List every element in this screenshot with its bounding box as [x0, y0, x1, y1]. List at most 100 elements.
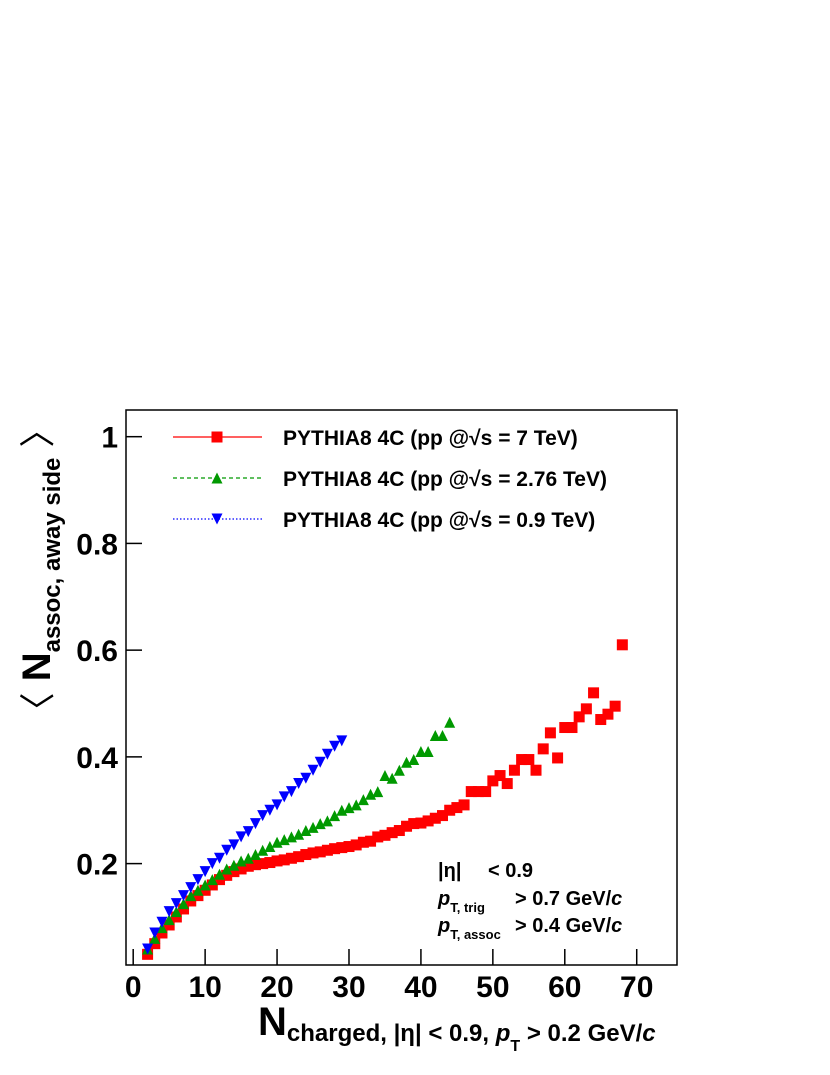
legend-label: PYTHIA8 4C (pp @√s = 0.9 TeV) — [283, 509, 595, 532]
marker — [437, 810, 449, 822]
marker — [336, 735, 348, 747]
marker — [206, 858, 218, 870]
marker — [192, 874, 204, 886]
marker — [566, 722, 578, 734]
annotation-p: p — [437, 915, 450, 937]
marker — [415, 817, 427, 829]
marker — [472, 786, 484, 798]
x-tick-label: 30 — [332, 971, 365, 1004]
marker — [242, 852, 254, 864]
marker — [192, 884, 204, 896]
marker — [257, 844, 269, 856]
x-tick-label: 50 — [476, 971, 509, 1004]
marker — [480, 786, 492, 798]
x-axis-title: Ncharged, |η| < 0.9, pT > 0.2 GeV/c — [258, 1000, 656, 1055]
marker — [314, 756, 326, 768]
x-tick-label: 70 — [620, 971, 653, 1004]
marker — [530, 764, 542, 776]
plot-frame — [125, 409, 678, 966]
marker — [257, 810, 269, 822]
y-tick-label: 0.4 — [76, 742, 118, 775]
marker — [408, 818, 420, 830]
marker — [357, 836, 369, 848]
annotation-text: > 0.7 GeV/c — [515, 888, 622, 910]
marker — [559, 722, 571, 734]
y-tick-label: 0.2 — [76, 849, 118, 882]
marker — [357, 794, 369, 806]
marker — [235, 863, 247, 875]
marker — [552, 752, 564, 764]
marker — [343, 841, 355, 853]
y-title-main: N — [15, 652, 59, 692]
marker — [516, 754, 528, 766]
marker — [321, 748, 333, 760]
annotation: |η| < 0.9 pT, trig > 0.7 GeV/c pT, assoc… — [437, 860, 622, 942]
annotation-text: pT, trig — [437, 888, 485, 915]
marker — [544, 727, 556, 739]
marker — [249, 818, 261, 830]
marker — [242, 826, 254, 838]
marker — [307, 821, 319, 833]
marker — [163, 914, 175, 926]
marker — [300, 772, 312, 784]
marker — [300, 849, 312, 861]
marker — [616, 639, 628, 651]
marker — [494, 770, 506, 782]
y-title-open: 〈 — [17, 692, 58, 728]
y-tick-label: 1 — [101, 422, 118, 455]
marker — [372, 831, 384, 843]
marker — [271, 799, 283, 811]
marker — [321, 844, 333, 856]
annotation-sub: T, trig — [450, 900, 485, 915]
annotation-value: > 0.4 GeV/ — [515, 915, 612, 937]
marker — [242, 860, 254, 872]
annotation-c: c — [611, 915, 622, 937]
y-tick-label: 0.8 — [76, 528, 118, 561]
x-title-rest: > 0.2 GeV/ — [520, 1020, 642, 1047]
marker — [285, 852, 297, 864]
marker — [386, 827, 398, 839]
annotation-text: pT, assoc — [437, 915, 501, 942]
marker — [307, 847, 319, 859]
marker — [350, 839, 362, 851]
marker — [444, 804, 456, 816]
marker — [329, 740, 341, 752]
marker — [386, 772, 398, 784]
marker — [211, 431, 223, 443]
marker — [393, 764, 405, 776]
annotation-value: > 0.7 GeV/ — [515, 888, 612, 910]
marker — [211, 513, 223, 525]
marker — [235, 831, 247, 843]
marker — [228, 839, 240, 851]
x-title-sub: charged, |η| < 0.9, — [287, 1020, 496, 1047]
marker — [588, 687, 600, 699]
marker — [350, 799, 362, 811]
marker — [573, 711, 585, 723]
x-tick-label: 0 — [125, 971, 142, 1004]
marker — [170, 906, 182, 918]
marker — [429, 730, 441, 742]
marker — [429, 812, 441, 824]
annotation-sub: T, assoc — [450, 927, 501, 942]
marker — [314, 846, 326, 858]
marker — [185, 882, 197, 894]
y-title-sub: assoc, away side — [39, 458, 66, 653]
marker — [221, 844, 233, 856]
y-title-close: 〉 — [17, 412, 58, 458]
y-tick-label: 0.6 — [76, 635, 118, 668]
marker — [264, 841, 276, 853]
x-title-t: T — [510, 1038, 520, 1055]
marker — [487, 775, 499, 787]
marker — [537, 743, 549, 755]
marker — [422, 746, 434, 758]
x-tick-label: 40 — [404, 971, 437, 1004]
marker — [278, 791, 290, 803]
marker — [285, 786, 297, 798]
marker — [365, 835, 377, 847]
marker — [199, 866, 211, 878]
marker — [329, 810, 341, 822]
marker — [393, 825, 405, 837]
marker — [221, 863, 233, 875]
marker — [149, 927, 161, 939]
marker — [264, 857, 276, 869]
